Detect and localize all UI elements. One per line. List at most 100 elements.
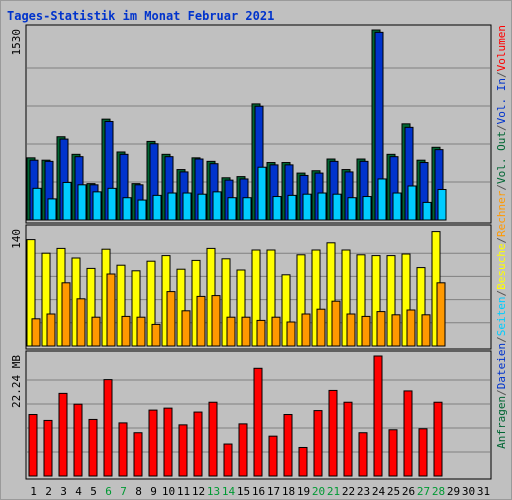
bar-rechner-day-1 <box>31 318 41 347</box>
bar-seiten-day-13 <box>212 191 222 221</box>
bar-rechner-day-4 <box>76 298 86 347</box>
bar-rechner-day-12 <box>196 295 206 347</box>
bar-besuche-day-2 <box>41 252 51 347</box>
bar-volumen-day-13 <box>208 401 218 477</box>
x-tick-label: 4 <box>75 485 82 498</box>
bar-volumen-day-11 <box>178 424 188 477</box>
x-tick-label: 24 <box>372 485 386 498</box>
bar-volumen-day-17 <box>268 435 278 477</box>
bar-rechner-day-18 <box>286 321 296 347</box>
bar-rechner-day-11 <box>181 310 191 347</box>
bar-seiten-day-9 <box>152 194 162 221</box>
bar-seiten-day-27 <box>422 201 432 221</box>
bar-volumen-day-8 <box>133 432 143 477</box>
bar-besuche-day-20 <box>311 249 321 347</box>
x-tick-label: 1 <box>30 485 37 498</box>
bar-volumen-day-7 <box>118 422 128 477</box>
bar-volumen-day-2 <box>43 419 53 477</box>
bar-rechner-day-21 <box>331 300 341 347</box>
x-tick-label: 20 <box>312 485 325 498</box>
legend-separator: / <box>495 184 508 191</box>
bar-seiten-day-28 <box>437 189 447 221</box>
x-tick-label: 7 <box>120 485 127 498</box>
panel-frame <box>25 224 492 350</box>
bar-seiten-day-20 <box>317 192 327 221</box>
bar-volumen-day-18 <box>283 414 293 477</box>
bar-volumen-day-16 <box>253 367 263 477</box>
bar-seiten-day-6 <box>107 187 117 221</box>
bar-besuche-day-14 <box>221 258 231 347</box>
panel-middle: 140 <box>10 224 492 350</box>
x-tick-label: 10 <box>162 485 175 498</box>
x-tick-label: 14 <box>222 485 236 498</box>
bar-besuche-day-17 <box>266 249 276 347</box>
bar-seiten-day-18 <box>287 194 297 221</box>
bar-seiten-day-14 <box>227 197 237 221</box>
bar-seiten-day-7 <box>122 197 132 221</box>
legend-separator: / <box>495 237 508 244</box>
x-tick-label: 13 <box>207 485 220 498</box>
legend-separator: / <box>495 389 508 396</box>
legend-entry-volin: Vol. In <box>495 78 508 124</box>
x-tick-label: 25 <box>387 485 400 498</box>
bar-seiten-day-3 <box>62 181 72 221</box>
bar-seiten-day-10 <box>167 192 177 221</box>
bar-volumen-day-3 <box>58 392 68 477</box>
x-tick-label: 11 <box>177 485 190 498</box>
bar-seiten-day-5 <box>92 191 102 221</box>
bar-volumen-day-24 <box>373 355 383 477</box>
x-tick-label: 19 <box>297 485 310 498</box>
bar-seiten-day-8 <box>137 199 147 221</box>
legend-entry-volout: Vol. Out <box>495 131 508 184</box>
bar-volumen-day-14 <box>223 443 233 477</box>
bar-volumen-day-15 <box>238 423 248 477</box>
legend-separator: / <box>495 71 508 78</box>
x-tick-label: 15 <box>237 485 250 498</box>
bar-seiten-day-12 <box>197 193 207 221</box>
bar-volumen-day-4 <box>73 403 83 477</box>
bar-rechner-day-16 <box>256 319 266 347</box>
x-tick-label: 8 <box>135 485 142 498</box>
bar-besuche-day-27 <box>416 267 426 347</box>
x-tick-label: 22 <box>342 485 355 498</box>
x-tick-label: 26 <box>402 485 415 498</box>
bar-seiten-day-16 <box>257 166 267 221</box>
bar-besuche-day-18 <box>281 274 291 347</box>
bar-volumen-day-28 <box>433 401 443 477</box>
bar-besuche-day-8 <box>131 270 141 347</box>
x-tick-label: 9 <box>150 485 157 498</box>
legend-entry-dateien: Dateien <box>495 343 508 389</box>
x-tick-label: 5 <box>90 485 97 498</box>
bar-seiten-day-17 <box>272 196 282 221</box>
bar-rechner-day-22 <box>346 313 356 347</box>
bar-besuche-day-26 <box>401 253 411 347</box>
bar-rechner-day-28 <box>436 282 446 347</box>
bar-seiten-day-11 <box>182 192 192 221</box>
bar-besuche-day-23 <box>356 254 366 347</box>
bar-besuche-day-9 <box>146 260 156 347</box>
x-tick-label: 2 <box>45 485 52 498</box>
bar-besuche-day-25 <box>386 255 396 347</box>
bar-besuche-day-11 <box>176 268 186 347</box>
chart-title: Tages-Statistik im Monat Februar 2021 <box>7 9 275 23</box>
bar-seiten-day-22 <box>347 197 357 221</box>
bar-seiten-day-1 <box>32 187 42 221</box>
x-tick-label: 27 <box>417 485 430 498</box>
bar-volumen-day-1 <box>28 414 38 477</box>
bar-volumen-day-22 <box>343 401 353 477</box>
bar-rechner-day-15 <box>241 316 251 347</box>
bar-besuche-day-16 <box>251 249 261 347</box>
bar-besuche-day-15 <box>236 269 246 347</box>
legend: Anfragen/Dateien/Seiten/Besuche/Rechner/… <box>495 25 508 449</box>
bar-seiten-day-19 <box>302 193 312 221</box>
bar-rechner-day-9 <box>151 323 161 347</box>
bar-seiten-day-4 <box>77 184 87 221</box>
bar-volumen-day-19 <box>298 446 308 477</box>
legend-entry-rechner: Rechner <box>495 190 508 237</box>
bar-rechner-day-23 <box>361 315 371 347</box>
y-tick-label: 1530 <box>10 29 23 56</box>
bar-besuche-day-7 <box>116 264 126 347</box>
bar-volumen-day-27 <box>418 428 428 477</box>
